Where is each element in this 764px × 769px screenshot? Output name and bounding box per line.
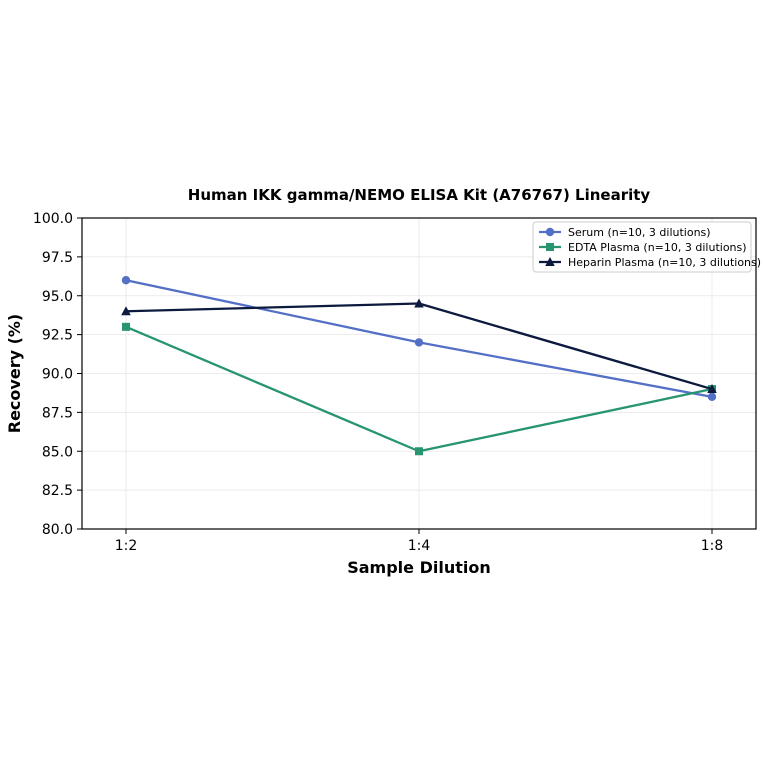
series-layer — [121, 276, 717, 456]
y-tick-label: 90.0 — [42, 367, 73, 383]
data-point — [414, 298, 424, 308]
legend-item: Heparin Plasma (n=10, 3 dilutions) — [539, 256, 761, 269]
data-point — [414, 338, 424, 347]
y-tick-label: 97.5 — [42, 250, 73, 266]
x-axis-label: Sample Dilution — [347, 558, 491, 577]
legend-marker — [545, 227, 555, 237]
data-point — [121, 276, 131, 285]
legend-item: Serum (n=10, 3 dilutions) — [539, 226, 711, 239]
chart-title: Human IKK gamma/NEMO ELISA Kit (A76767) … — [188, 186, 651, 204]
legend-box — [532, 221, 752, 273]
x-tick-label: 1:8 — [701, 538, 724, 554]
legend: Serum (n=10, 3 dilutions) EDTA Plasma (n=… — [532, 221, 761, 273]
data-point — [121, 306, 131, 316]
legend-marker — [545, 257, 555, 266]
y-axis-label: Recovery (%) — [5, 314, 24, 433]
y-tick-label: 95.0 — [42, 289, 73, 305]
y-tick-label: 92.5 — [42, 328, 73, 344]
legend-label: Heparin Plasma (n=10, 3 dilutions) — [568, 256, 761, 269]
x-axis: 1:2 1:4 1:8 — [115, 529, 724, 554]
y-tick-label: 85.0 — [42, 444, 73, 460]
legend-marker — [546, 243, 554, 251]
data-point — [707, 384, 717, 394]
data-point — [415, 447, 423, 456]
legend-label: EDTA Plasma (n=10, 3 dilutions) — [568, 241, 747, 254]
legend-label: Serum (n=10, 3 dilutions) — [568, 226, 711, 239]
data-point — [707, 392, 717, 402]
y-axis: 80.0 82.5 85.0 87.5 90.0 92.5 95.0 97.5 100.0 — [33, 211, 82, 538]
series-0 — [121, 276, 717, 402]
y-tick-label: 80.0 — [42, 522, 73, 538]
y-tick-label: 87.5 — [42, 405, 73, 421]
data-point — [122, 322, 130, 331]
y-tick-label: 100.0 — [33, 211, 73, 227]
x-tick-label: 1:2 — [115, 538, 138, 554]
legend-item: EDTA Plasma (n=10, 3 dilutions) — [539, 241, 747, 254]
y-tick-label: 82.5 — [42, 483, 73, 499]
series-2 — [121, 298, 717, 394]
x-tick-label: 1:4 — [408, 538, 431, 554]
